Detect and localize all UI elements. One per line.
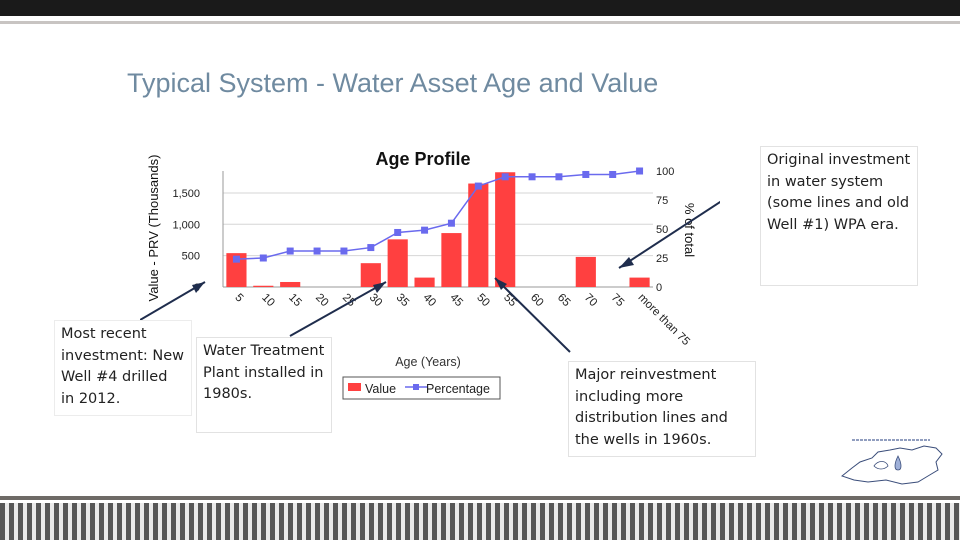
y-axis-label: Value - PRV (Thousands)	[146, 155, 161, 302]
percentage-line	[236, 170, 640, 260]
percentage-marker-30	[367, 244, 375, 252]
callout-recent-investment: Most recent investment: New Well #4 dril…	[54, 320, 192, 416]
y2-tick-label: 50	[656, 224, 668, 236]
percentage-marker-more-than-75	[636, 167, 644, 175]
bottom-rule	[0, 496, 960, 500]
legend-swatch-percentage-marker	[413, 384, 419, 390]
logo-water-drop	[894, 455, 902, 471]
bar-15	[280, 281, 301, 287]
callout-major-reinvestment: Major reinvestment including more distri…	[568, 361, 756, 457]
x-tick-label: 10	[259, 292, 277, 310]
age-profile-chart: Age Profile Value - PRV (Thousands) % of…	[140, 149, 720, 400]
legend-swatch-value	[348, 383, 361, 391]
y2-tick-label: 0	[656, 282, 662, 294]
arrow-major	[494, 277, 571, 353]
y2-tick-label: 100	[656, 166, 674, 178]
bar-5	[226, 253, 247, 287]
x-tick-label: 45	[447, 292, 465, 310]
bar-40	[414, 277, 435, 287]
arrow-original	[618, 200, 720, 269]
logo-leaf	[873, 461, 889, 470]
x-tick-label: 30	[367, 292, 385, 310]
legend-label-value: Value	[365, 382, 396, 396]
x-tick-label: more than 75	[635, 292, 691, 348]
bar-45	[441, 233, 462, 287]
top-bar	[0, 0, 960, 16]
x-tick-label: 60	[528, 292, 546, 310]
y2-axis-label: % of total	[682, 203, 697, 257]
bar-55	[495, 172, 516, 287]
y-tick-label: 500	[182, 251, 200, 263]
chart-title: Age Profile	[375, 149, 470, 169]
percentage-marker-15	[286, 247, 294, 255]
percentage-marker-55	[501, 173, 509, 181]
chart-legend: Value Percentage	[342, 376, 501, 400]
x-tick-label: 65	[555, 292, 573, 310]
bottom-stripe-band	[0, 503, 960, 540]
x-tick-label: 40	[420, 292, 438, 310]
arrow-wtp-head	[373, 282, 386, 293]
x-tick-label: 50	[474, 292, 492, 310]
percentage-marker-35	[394, 228, 402, 236]
bar-70	[575, 256, 596, 287]
percentage-marker-40	[421, 226, 429, 234]
logo-state-outline	[840, 445, 943, 485]
y2-tick-label: 75	[656, 195, 668, 207]
top-rule	[0, 21, 960, 24]
y-tick-label: 1,000	[172, 219, 200, 231]
callout-treatment-plant: Water Treatment Plant installed in 1980s…	[196, 337, 332, 433]
callout-arrows	[140, 200, 720, 353]
x-tick-label: 35	[394, 292, 412, 310]
bar-50	[468, 183, 489, 287]
percentage-marker-75	[609, 170, 617, 178]
y2-tick-label: 25	[656, 253, 668, 265]
percentage-marker-20	[313, 247, 321, 255]
arrow-major-head	[495, 278, 507, 290]
bar-30	[360, 263, 381, 287]
percentage-marker-70	[582, 170, 590, 178]
percentage-marker-25	[340, 247, 348, 255]
arrow-wtp	[289, 281, 387, 337]
percentage-marker-65	[555, 173, 563, 181]
x-tick-label: 70	[582, 292, 600, 310]
arrow-original-head	[619, 257, 634, 268]
arrow-recent-head	[192, 282, 205, 293]
bar-10	[253, 285, 274, 287]
bar-more-than-75	[629, 277, 650, 287]
x-tick-label: 15	[286, 292, 304, 310]
percentage-marker-10	[259, 254, 267, 262]
bar-35	[387, 239, 408, 287]
slide-title: Typical System - Water Asset Age and Val…	[127, 68, 659, 98]
callout-original-investment: Original investment in water system (som…	[760, 146, 918, 286]
legend-frame	[342, 376, 501, 400]
x-tick-label: 5	[232, 292, 245, 305]
x-tick-label: 75	[609, 292, 627, 310]
percentage-marker-45	[447, 219, 455, 227]
x-tick-label: 20	[313, 292, 331, 310]
percentage-marker-5	[232, 255, 240, 263]
y-tick-label: 1,500	[172, 188, 200, 200]
x-axis-label: Age (Years)	[395, 355, 461, 369]
legend-label-percentage: Percentage	[426, 382, 490, 396]
percentage-marker-60	[528, 173, 536, 181]
state-outline-logo	[840, 439, 943, 485]
percentage-marker-50	[474, 182, 482, 190]
x-tick-label: 55	[501, 292, 519, 310]
